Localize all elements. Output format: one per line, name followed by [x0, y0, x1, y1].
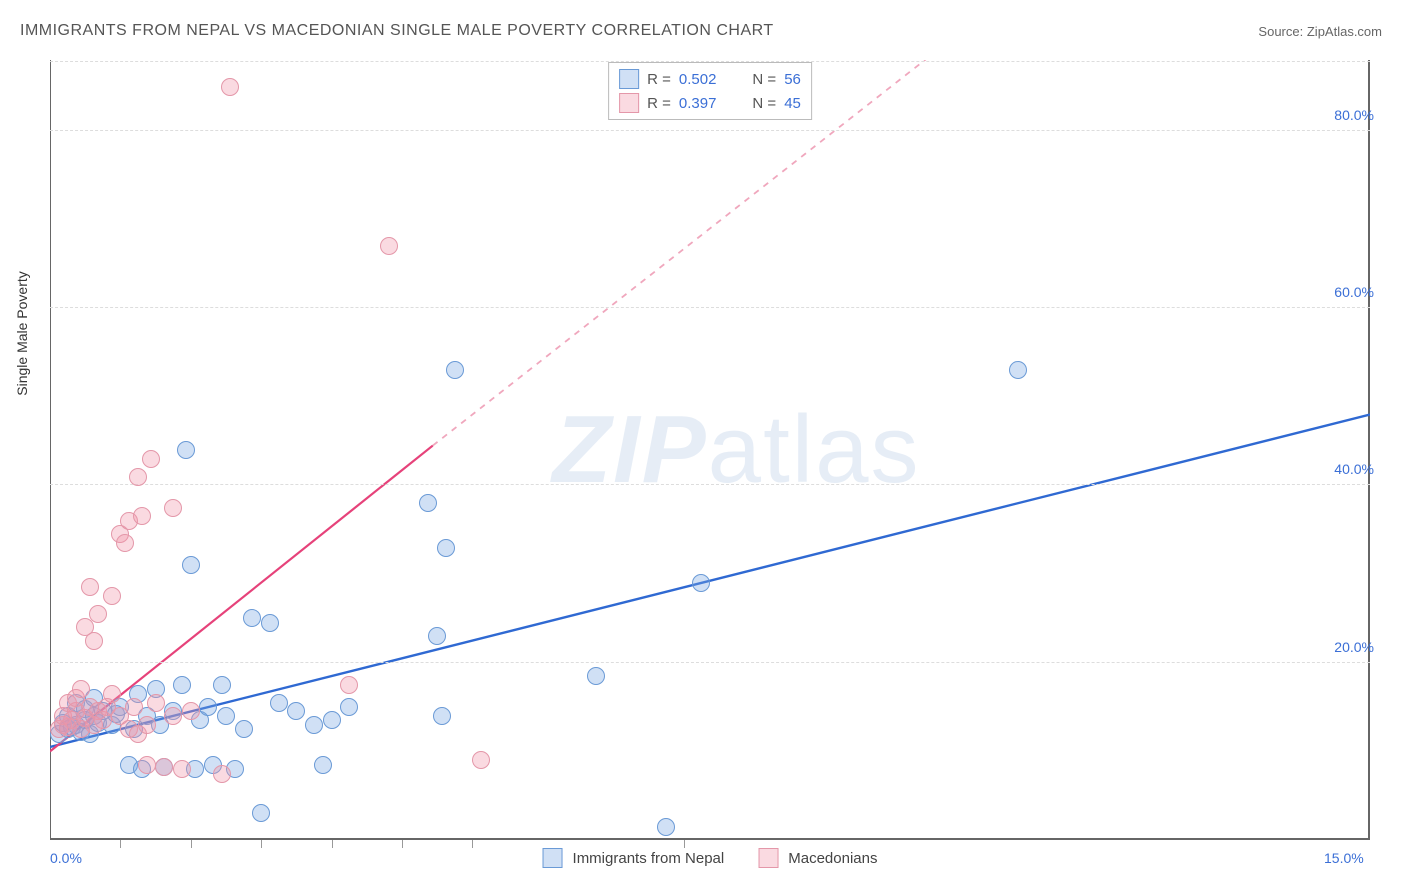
- data-point: [199, 698, 217, 716]
- watermark-atlas: atlas: [708, 396, 921, 503]
- series-legend: Immigrants from Nepal Macedonians: [543, 848, 878, 868]
- gridline: [50, 307, 1370, 308]
- data-point: [213, 676, 231, 694]
- legend-label: Macedonians: [788, 850, 877, 867]
- data-point: [177, 441, 195, 459]
- data-point: [164, 499, 182, 517]
- data-point: [125, 698, 143, 716]
- legend-n-value: 56: [784, 71, 801, 88]
- data-point: [155, 758, 173, 776]
- source-name[interactable]: ZipAtlas.com: [1307, 24, 1382, 39]
- page-title: IMMIGRANTS FROM NEPAL VS MACEDONIAN SING…: [20, 22, 774, 40]
- watermark-zip: ZIP: [552, 396, 707, 503]
- y-axis-right: [1368, 60, 1370, 840]
- legend-swatch: [758, 848, 778, 868]
- data-point: [221, 78, 239, 96]
- data-point: [72, 680, 90, 698]
- data-point: [428, 627, 446, 645]
- data-point: [164, 707, 182, 725]
- legend-label: Immigrants from Nepal: [573, 850, 725, 867]
- watermark: ZIPatlas: [552, 395, 920, 505]
- data-point: [587, 667, 605, 685]
- data-point: [85, 632, 103, 650]
- legend-r-value: 0.397: [679, 95, 717, 112]
- legend-swatch: [619, 93, 639, 113]
- legend-swatch: [543, 848, 563, 868]
- data-point: [270, 694, 288, 712]
- data-point: [692, 574, 710, 592]
- legend-item: Macedonians: [758, 848, 877, 868]
- data-point: [261, 614, 279, 632]
- scatter-plot: ZIPatlas 20.0%40.0%60.0%80.0%0.0%15.0%: [50, 60, 1370, 840]
- legend-n-label: N =: [752, 95, 776, 112]
- x-minor-tick: [402, 840, 403, 848]
- data-point: [217, 707, 235, 725]
- y-tick-label: 80.0%: [1334, 107, 1374, 123]
- data-point: [213, 765, 231, 783]
- legend-item: Immigrants from Nepal: [543, 848, 725, 868]
- data-point: [380, 237, 398, 255]
- data-point: [147, 694, 165, 712]
- legend-row: R = 0.397 N = 45: [619, 91, 801, 115]
- y-tick-label: 40.0%: [1334, 461, 1374, 477]
- data-point: [103, 685, 121, 703]
- data-point: [419, 494, 437, 512]
- legend-r-value: 0.502: [679, 71, 717, 88]
- source-attribution: Source: ZipAtlas.com: [1258, 24, 1382, 39]
- legend-swatch: [619, 69, 639, 89]
- data-point: [314, 756, 332, 774]
- x-minor-tick: [332, 840, 333, 848]
- data-point: [243, 609, 261, 627]
- x-tick-label: 0.0%: [50, 850, 82, 866]
- legend-n-label: N =: [752, 71, 776, 88]
- y-tick-label: 20.0%: [1334, 639, 1374, 655]
- y-axis-label: Single Male Poverty: [14, 271, 30, 396]
- data-point: [446, 361, 464, 379]
- gridline: [50, 662, 1370, 663]
- data-point: [133, 507, 151, 525]
- data-point: [235, 720, 253, 738]
- data-point: [252, 804, 270, 822]
- data-point: [433, 707, 451, 725]
- data-point: [173, 760, 191, 778]
- data-point: [89, 605, 107, 623]
- x-tick-label: 15.0%: [1324, 850, 1364, 866]
- correlation-legend: R = 0.502 N = 56 R = 0.397 N = 45: [608, 62, 812, 120]
- x-minor-tick: [261, 840, 262, 848]
- data-point: [142, 450, 160, 468]
- source-label: Source:: [1258, 24, 1303, 39]
- legend-r-label: R =: [647, 95, 671, 112]
- legend-n-value: 45: [784, 95, 801, 112]
- data-point: [323, 711, 341, 729]
- x-minor-tick: [191, 840, 192, 848]
- gridline: [50, 130, 1370, 131]
- x-minor-tick: [472, 840, 473, 848]
- data-point: [472, 751, 490, 769]
- chart-area: Single Male Poverty ZIPatlas 20.0%40.0%6…: [50, 60, 1370, 840]
- data-point: [138, 756, 156, 774]
- data-point: [340, 698, 358, 716]
- data-point: [138, 716, 156, 734]
- data-point: [340, 676, 358, 694]
- data-point: [437, 539, 455, 557]
- y-tick-label: 60.0%: [1334, 284, 1374, 300]
- gridline: [50, 484, 1370, 485]
- x-minor-tick: [120, 840, 121, 848]
- legend-row: R = 0.502 N = 56: [619, 67, 801, 91]
- data-point: [116, 534, 134, 552]
- data-point: [287, 702, 305, 720]
- data-point: [103, 587, 121, 605]
- legend-r-label: R =: [647, 71, 671, 88]
- x-axis: [50, 838, 1370, 840]
- data-point: [173, 676, 191, 694]
- data-point: [81, 578, 99, 596]
- data-point: [182, 702, 200, 720]
- data-point: [1009, 361, 1027, 379]
- data-point: [305, 716, 323, 734]
- data-point: [657, 818, 675, 836]
- data-point: [182, 556, 200, 574]
- data-point: [129, 468, 147, 486]
- x-minor-tick: [684, 840, 685, 848]
